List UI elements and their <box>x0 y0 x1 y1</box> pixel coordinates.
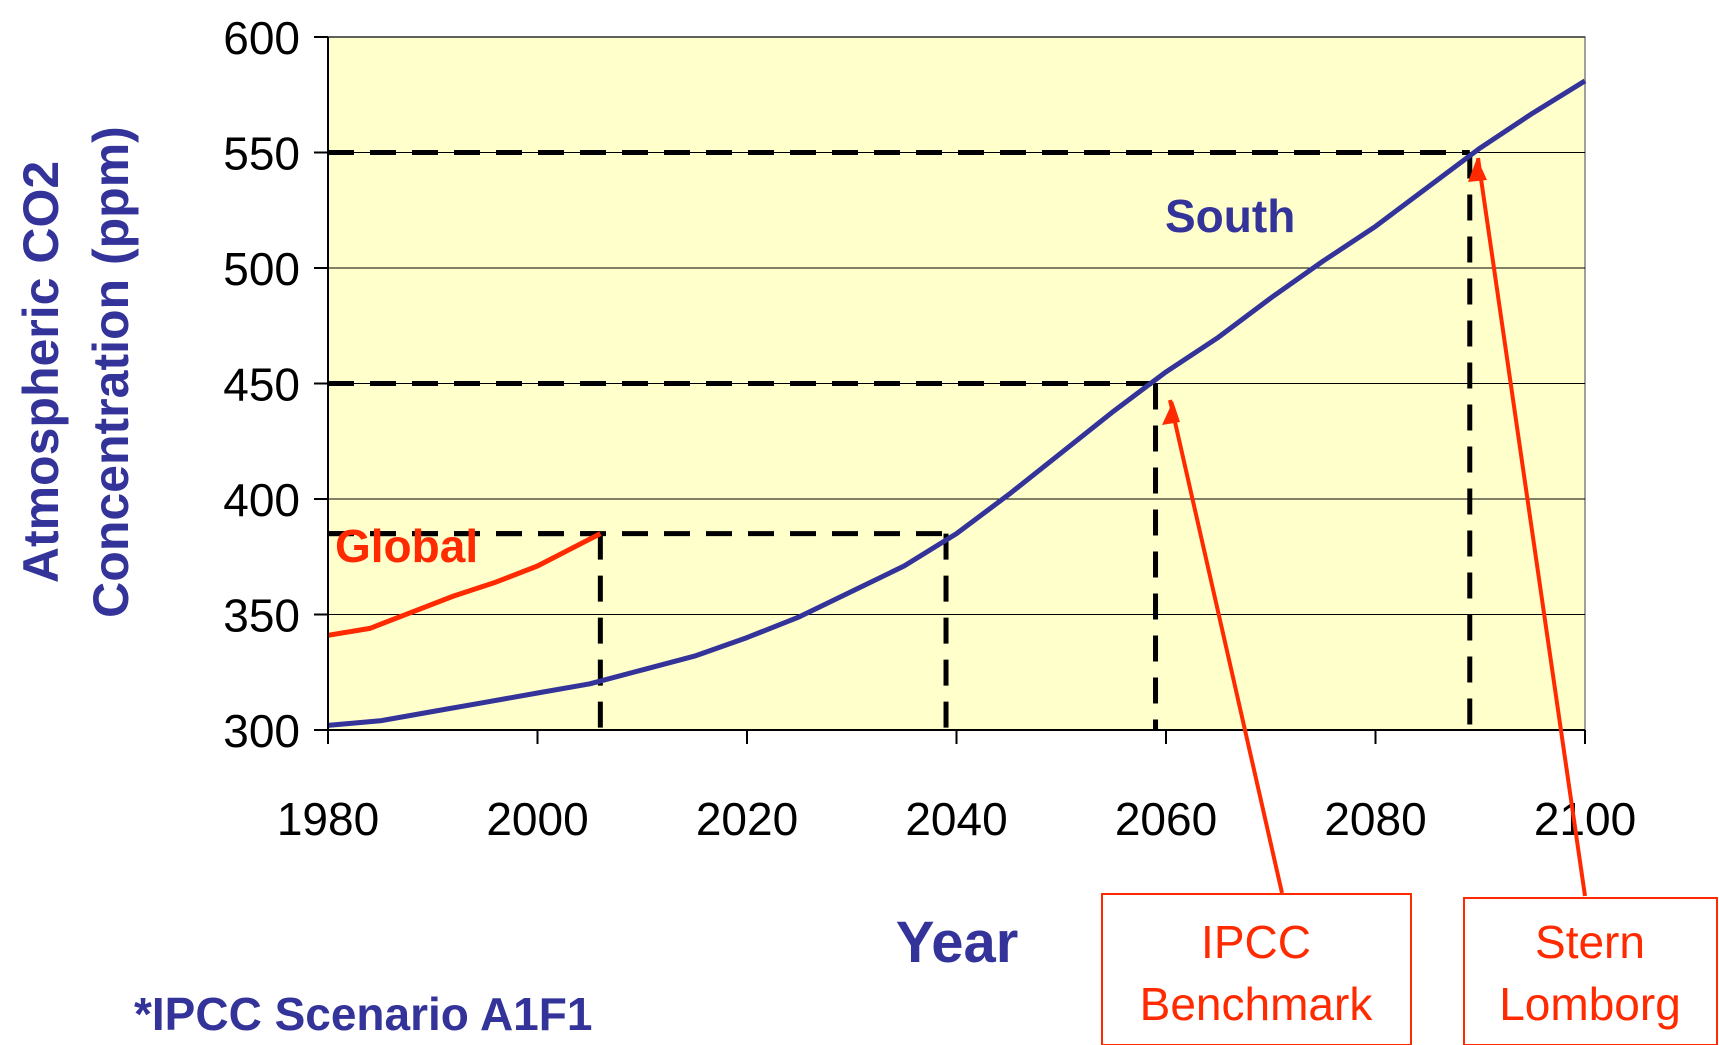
ipcc-benchmark-arrowhead <box>1162 401 1180 425</box>
series-line-global <box>327 531 602 638</box>
series-label-south: South <box>1165 190 1295 242</box>
ipcc-benchmark-line-2: Benchmark <box>1140 978 1374 1030</box>
series-label-global: Global <box>335 520 478 572</box>
axes <box>314 36 1586 744</box>
tick-labels: 300 350 400 450 500 550 600 1980 2000 2020 2040 206… <box>223 12 1636 845</box>
gridlines <box>328 36 1585 615</box>
x-tick-label-2100: 2100 <box>1534 793 1636 845</box>
stern-lomborg-box <box>1463 897 1718 1045</box>
y-tick-label-400: 400 <box>223 474 300 526</box>
series-line-south <box>327 78 1587 728</box>
stern-lomborg-line-2: Lomborg <box>1499 978 1681 1030</box>
y-tick-label-500: 500 <box>223 243 300 295</box>
x-tick-label-2040: 2040 <box>905 793 1007 845</box>
stern-lomborg-line-1: Stern <box>1535 916 1645 968</box>
footnote: *IPCC Scenario A1F1 <box>134 988 592 1040</box>
x-tick-label-2060: 2060 <box>1115 793 1217 845</box>
x-tick-label-1980: 1980 <box>277 793 379 845</box>
x-axis-title: Year <box>896 910 1019 975</box>
series-lines <box>327 78 1587 728</box>
reference-lines <box>328 150 1473 730</box>
x-tick-label-2000: 2000 <box>486 793 588 845</box>
x-tick-label-2080: 2080 <box>1324 793 1426 845</box>
y-axis-title-line-1: Atmospheric CO2 <box>13 161 69 583</box>
y-tick-label-550: 550 <box>223 128 300 180</box>
annotations: IPCC Benchmark Stern Lomborg <box>1101 157 1718 1045</box>
stern-lomborg-arrowhead <box>1468 158 1487 182</box>
y-tick-label-450: 450 <box>223 359 300 411</box>
y-tick-label-600: 600 <box>223 12 300 64</box>
ipcc-benchmark-box <box>1101 893 1412 1045</box>
stern-lomborg-arrow <box>1476 157 1587 897</box>
y-tick-label-300: 300 <box>223 705 300 757</box>
ipcc-benchmark-arrow <box>1168 399 1284 894</box>
ipcc-benchmark-line-1: IPCC <box>1201 916 1311 968</box>
y-axis-title-line-2: Concentration (ppm) <box>83 126 139 618</box>
x-tick-label-2020: 2020 <box>696 793 798 845</box>
y-tick-label-350: 350 <box>223 590 300 642</box>
